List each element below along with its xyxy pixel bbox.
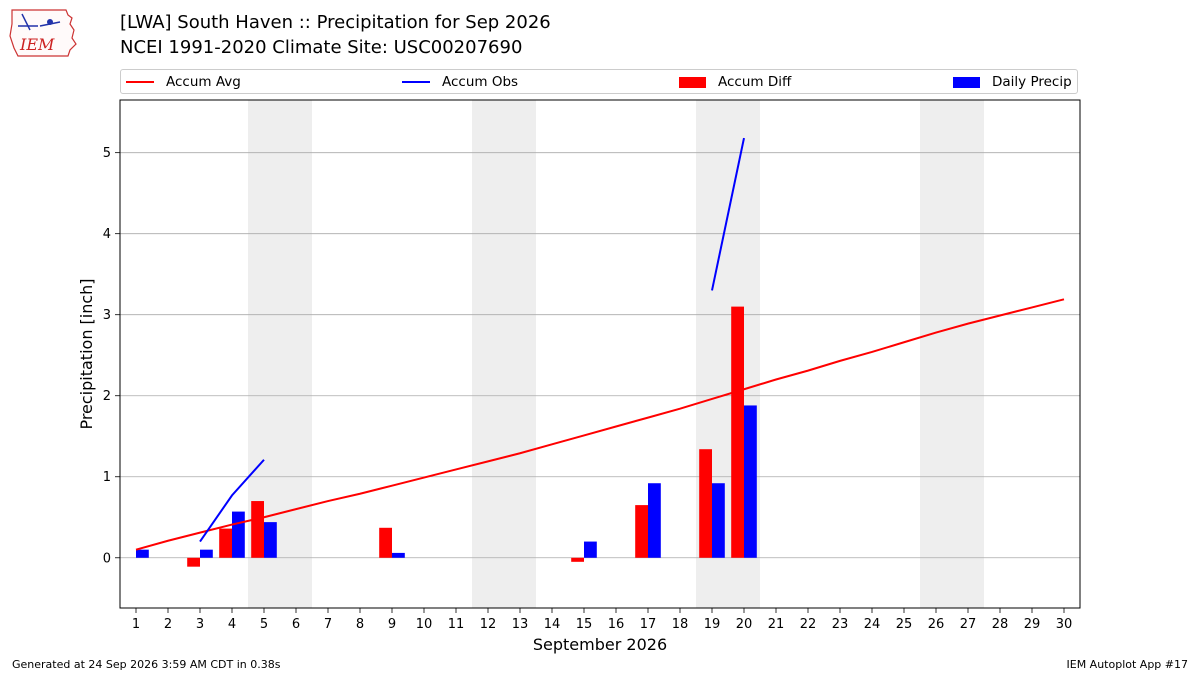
x-axis-label: September 2026 [533, 635, 667, 654]
x-tick-label: 26 [928, 617, 945, 632]
bar-accum-diff [699, 449, 712, 558]
bar-accum-diff [379, 527, 392, 558]
iem-logo: IEM [9, 9, 77, 57]
x-tick-label: 5 [260, 617, 268, 632]
plot-frame [119, 99, 1081, 609]
legend-patch-icon [679, 76, 706, 88]
bar-daily-precip [136, 549, 149, 558]
x-tick-label: 11 [448, 617, 465, 632]
bar-daily-precip [392, 552, 405, 558]
legend-line-icon [126, 81, 154, 83]
x-tick-label: 30 [1056, 617, 1073, 632]
x-tick-label: 2 [164, 617, 172, 632]
x-tick-label: 22 [800, 617, 817, 632]
line-accum-obs [711, 137, 745, 291]
bar-daily-precip [712, 483, 725, 558]
x-tick-label: 27 [960, 617, 977, 632]
y-tick-label: 3 [103, 308, 111, 323]
bar-daily-precip [744, 405, 757, 558]
y-tick-label: 2 [103, 389, 111, 404]
y-tick-label: 0 [103, 551, 111, 566]
wind-vane-icon [21, 13, 31, 31]
bar-accum-diff [635, 505, 648, 558]
bar-daily-precip [200, 549, 213, 558]
legend-item-accum-obs: Accum Obs [402, 73, 518, 91]
bar-accum-diff [219, 528, 232, 558]
footer-app: IEM Autoplot App #17 [1066, 658, 1189, 671]
x-tick-label: 24 [864, 617, 881, 632]
bar-accum-diff [251, 501, 264, 558]
chart-subtitle: NCEI 1991-2020 Climate Site: USC00207690 [120, 37, 523, 58]
x-tick-label: 13 [512, 617, 529, 632]
x-tick-label: 17 [640, 617, 657, 632]
x-tick-label: 10 [416, 617, 433, 632]
x-tick-label: 28 [992, 617, 1009, 632]
x-tick-label: 23 [832, 617, 849, 632]
x-tick-label: 12 [480, 617, 497, 632]
bar-daily-precip [232, 511, 245, 558]
footer-generated: Generated at 24 Sep 2026 3:59 AM CDT in … [12, 658, 281, 671]
weekend-shade [920, 100, 984, 608]
logo-text: IEM [19, 35, 55, 54]
x-tick-label: 6 [292, 617, 300, 632]
legend-item-daily-precip: Daily Precip [953, 73, 1072, 91]
legend-item-accum-diff: Accum Diff [679, 73, 791, 91]
x-tick-label: 25 [896, 617, 913, 632]
bar-daily-precip [584, 541, 597, 558]
legend-patch-icon [953, 76, 980, 88]
x-tick-label: 1 [132, 617, 140, 632]
legend-item-accum-avg: Accum Avg [126, 73, 241, 91]
x-tick-label: 7 [324, 617, 332, 632]
x-tick-label: 18 [672, 617, 689, 632]
x-tick-label: 16 [608, 617, 625, 632]
y-tick-label: 5 [103, 146, 111, 161]
chart-legend: Accum Avg Accum Obs Accum Diff Daily Pre… [120, 69, 1078, 94]
legend-label: Accum Obs [442, 74, 519, 90]
x-tick-label: 4 [228, 617, 236, 632]
bar-accum-diff [731, 306, 744, 558]
bar-daily-precip [264, 522, 277, 558]
x-tick-label: 29 [1024, 617, 1041, 632]
legend-line-icon [402, 81, 430, 83]
legend-label: Accum Diff [718, 74, 792, 90]
x-tick-label: 8 [356, 617, 364, 632]
x-tick-label: 15 [576, 617, 593, 632]
x-tick-label: 14 [544, 617, 561, 632]
y-tick-label: 1 [103, 470, 111, 485]
y-axis-label: Precipitation [inch] [77, 278, 96, 429]
line-accum-avg [135, 298, 1065, 551]
legend-label: Accum Avg [166, 74, 241, 90]
line-accum-obs [199, 459, 265, 543]
bar-accum-diff [571, 557, 584, 562]
weekend-shade [472, 100, 536, 608]
x-tick-label: 21 [768, 617, 785, 632]
y-tick-label: 4 [103, 227, 111, 242]
chart-title: [LWA] South Haven :: Precipitation for S… [120, 12, 551, 33]
bar-accum-diff [187, 557, 200, 567]
bar-daily-precip [648, 483, 661, 558]
legend-label: Daily Precip [992, 74, 1072, 90]
x-tick-label: 19 [704, 617, 721, 632]
x-tick-label: 3 [196, 617, 204, 632]
x-tick-label: 9 [388, 617, 396, 632]
x-tick-label: 20 [736, 617, 753, 632]
